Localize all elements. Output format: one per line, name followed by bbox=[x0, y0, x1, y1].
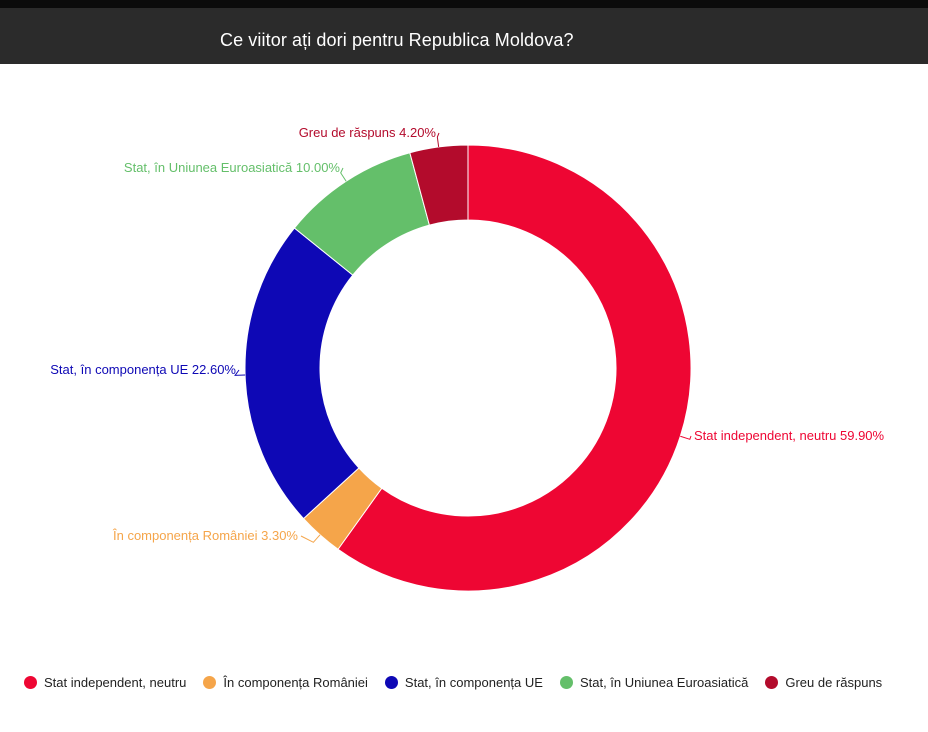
legend-dot-icon bbox=[24, 675, 37, 689]
legend-item-stat-in-componenta-ue[interactable]: Stat, în componența UE bbox=[384, 674, 543, 690]
chart-legend: Stat independent, neutru În componența Ro… bbox=[24, 672, 882, 692]
legend-item-stat-independent-neutru[interactable]: Stat independent, neutru bbox=[24, 675, 186, 690]
data-label-stat-in-componenta-ue: Stat, în componența UE 22.60% bbox=[50, 362, 236, 377]
legend-label: Greu de răspuns bbox=[785, 674, 883, 690]
legend-dot-icon bbox=[765, 675, 779, 689]
data-label-greu-de-raspuns: Greu de răspuns 4.20% bbox=[299, 125, 437, 140]
legend-dot-icon bbox=[384, 675, 398, 689]
legend-dot-icon bbox=[203, 675, 217, 689]
legend-item-stat-in-uniunea-euroasiatica[interactable]: Stat, în Uniunea Euroasiatică bbox=[559, 674, 749, 690]
leader-line-greu-de-raspuns bbox=[436, 132, 440, 148]
slice-stat-in-componenta-ue[interactable] bbox=[244, 227, 360, 520]
legend-label: Stat, în componența UE bbox=[404, 674, 543, 690]
legend-label: În componența României bbox=[223, 674, 368, 690]
leader-line-in-componenta-romaniei bbox=[300, 534, 321, 543]
legend-label: Stat independent, neutru bbox=[44, 674, 187, 690]
legend-label: Stat, în Uniunea Euroasiatică bbox=[579, 674, 749, 690]
leader-line-stat-in-componenta-ue bbox=[234, 369, 246, 376]
slice-stat-independent-neutru[interactable] bbox=[337, 144, 692, 592]
slice-greu-de-raspuns[interactable] bbox=[409, 144, 469, 226]
legend-item-greu-de-raspuns[interactable]: Greu de răspuns bbox=[765, 675, 882, 690]
legend-dot-icon bbox=[559, 675, 573, 689]
leader-line-stat-independent-neutru bbox=[680, 435, 692, 440]
chart-title: Ce viitor ați dori pentru Republica Mold… bbox=[220, 30, 574, 50]
chart-header: Ce viitor ați dori pentru Republica Mold… bbox=[0, 8, 928, 64]
data-label-stat-independent-neutru: Stat independent, neutru 59.90% bbox=[694, 428, 885, 443]
leader-line-stat-in-uniunea-euroasiatica bbox=[340, 167, 347, 182]
data-label-in-componenta-romaniei: În componența României 3.30% bbox=[112, 528, 298, 543]
legend-item-in-componenta-romaniei[interactable]: În componența României bbox=[203, 675, 368, 690]
data-label-stat-in-uniunea-euroasiatica: Stat, în Uniunea Euroasiatică 10.00% bbox=[124, 160, 341, 175]
top-strip bbox=[0, 0, 928, 8]
